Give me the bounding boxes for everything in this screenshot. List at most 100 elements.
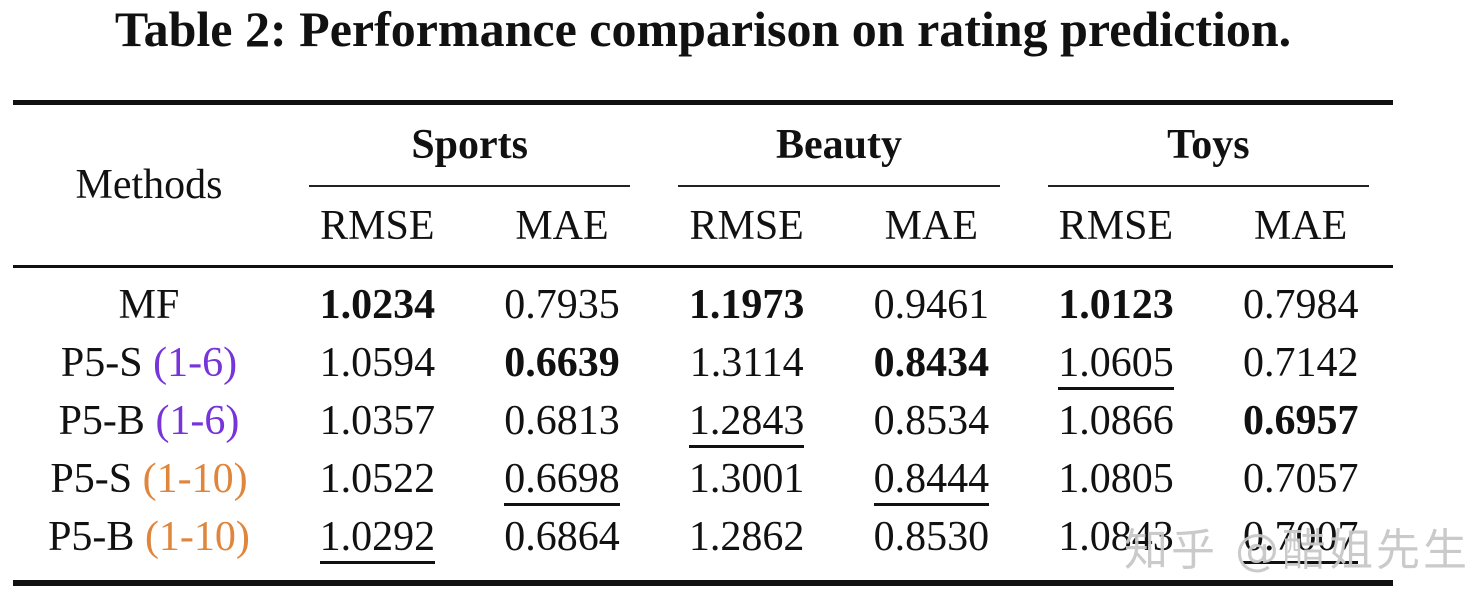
- metric-value: 1.0605: [1058, 340, 1174, 390]
- metric-cell: 1.2862: [654, 513, 839, 561]
- method-range: (1-6): [153, 340, 238, 386]
- subheader-toys-rmse: RMSE: [1058, 203, 1174, 249]
- table-row-p5s-110: P5-S (1-10) 1.0522 0.6698 1.3001 0.8444 …: [13, 450, 1393, 508]
- group-label-toys: Toys: [1167, 122, 1250, 168]
- method-label: P5-B (1-10): [13, 513, 285, 561]
- metric-cell: 1.3114: [654, 339, 839, 387]
- metric-cell: 1.0357: [285, 397, 470, 445]
- metric-value: 1.3001: [688, 456, 805, 502]
- methods-header-cell: Methods: [75, 162, 223, 208]
- metric-value: 1.0123: [1058, 282, 1174, 328]
- method-name: P5-B: [48, 514, 135, 560]
- subheader-toys-mae: MAE: [1253, 203, 1348, 249]
- metric-cell: 0.6957: [1208, 397, 1393, 445]
- table-row-p5b-16: P5-B (1-6) 1.0357 0.6813 1.2843 0.8534 1…: [13, 392, 1393, 450]
- metric-cell: 0.6864: [470, 513, 655, 561]
- metric-cell: 0.6639: [470, 339, 655, 387]
- metric-value: 1.0292: [319, 514, 436, 564]
- table-header: Methods Sports RMSE MAE Beauty RMSE MAE …: [13, 105, 1393, 265]
- metric-value: 0.6957: [1242, 398, 1359, 444]
- metric-cell: 0.9461: [839, 281, 1024, 329]
- metric-cell: 1.0843: [1024, 513, 1209, 561]
- metric-cell: 1.0866: [1024, 397, 1209, 445]
- metric-cell: 1.0605: [1024, 339, 1209, 390]
- metric-value: 0.7057: [1242, 456, 1359, 502]
- group-label-sports: Sports: [411, 122, 529, 168]
- cmidrule-sports: [309, 185, 631, 187]
- metric-cell: 0.8530: [839, 513, 1024, 561]
- metric-value: 1.3114: [689, 340, 804, 386]
- metric-cell: 1.0292: [285, 513, 470, 564]
- metric-value: 0.8434: [873, 340, 990, 386]
- metric-value: 1.0234: [319, 282, 436, 328]
- metric-cell: 1.0522: [285, 455, 470, 503]
- metric-value: 0.7984: [1242, 282, 1359, 328]
- metric-value: 0.6698: [504, 456, 620, 506]
- metric-value: 0.7007: [1242, 514, 1359, 564]
- metric-value: 1.0357: [319, 398, 436, 444]
- table-row-p5b-110: P5-B (1-10) 1.0292 0.6864 1.2862 0.8530 …: [13, 508, 1393, 566]
- metric-cell: 0.6698: [470, 455, 655, 506]
- metric-value: 0.6813: [504, 398, 620, 444]
- group-toys: Toys RMSE MAE: [1024, 105, 1393, 265]
- method-name: P5-S: [50, 456, 133, 502]
- metric-value: 0.6639: [504, 340, 620, 386]
- metric-cell: 0.8434: [839, 339, 1024, 387]
- subheader-beauty-mae: MAE: [884, 203, 978, 249]
- metric-value: 1.1973: [688, 282, 805, 328]
- metric-cell: 1.0234: [285, 281, 470, 329]
- metric-cell: 1.2843: [654, 397, 839, 448]
- group-headers: Sports RMSE MAE Beauty RMSE MAE Toys: [285, 105, 1393, 265]
- subheader-sports-mae: MAE: [515, 203, 609, 249]
- subheader-sports-rmse: RMSE: [320, 203, 435, 249]
- metric-value: 0.8534: [873, 398, 990, 444]
- metric-value: 1.0805: [1058, 456, 1174, 502]
- metric-cell: 0.7007: [1208, 513, 1393, 564]
- metric-value: 0.7142: [1242, 340, 1359, 386]
- metric-value: 1.0866: [1058, 398, 1174, 444]
- method-range: (1-10): [142, 456, 248, 502]
- metric-value: 0.8444: [873, 456, 990, 506]
- metric-cell: 0.8534: [839, 397, 1024, 445]
- method-label: MF: [13, 281, 285, 329]
- method-label: P5-S (1-6): [13, 339, 285, 387]
- metric-cell: 0.7935: [470, 281, 655, 329]
- metric-cell: 1.1973: [654, 281, 839, 329]
- metric-cell: 0.8444: [839, 455, 1024, 506]
- metric-value: 0.9461: [873, 282, 990, 328]
- metric-value: 1.0594: [319, 340, 436, 386]
- metric-value: 1.2843: [688, 398, 805, 448]
- results-table: Methods Sports RMSE MAE Beauty RMSE MAE …: [13, 100, 1393, 586]
- method-range: (1-6): [155, 398, 240, 444]
- metric-value: 1.0843: [1058, 514, 1174, 560]
- metric-value: 0.7935: [504, 282, 620, 328]
- table-body: MF 1.0234 0.7935 1.1973 0.9461 1.0123 0.…: [13, 265, 1393, 586]
- method-label: P5-S (1-10): [13, 455, 285, 503]
- method-name: P5-B: [58, 398, 145, 444]
- subheader-beauty-rmse: RMSE: [689, 203, 804, 249]
- metric-value: 1.2862: [688, 514, 805, 560]
- metric-cell: 1.3001: [654, 455, 839, 503]
- metric-cell: 1.0594: [285, 339, 470, 387]
- metric-cell: 0.7142: [1208, 339, 1393, 387]
- metric-value: 0.8530: [873, 514, 990, 560]
- metric-cell: 0.7984: [1208, 281, 1393, 329]
- method-name: MF: [118, 282, 180, 328]
- table-caption: Table 2: Performance comparison on ratin…: [114, 1, 1292, 57]
- metric-value: 1.0522: [319, 456, 436, 502]
- method-range: (1-10): [144, 514, 250, 560]
- metric-cell: 1.0805: [1024, 455, 1209, 503]
- metric-cell: 0.6813: [470, 397, 655, 445]
- cmidrule-toys: [1047, 185, 1369, 187]
- method-name: P5-S: [60, 340, 143, 386]
- table-row-mf: MF 1.0234 0.7935 1.1973 0.9461 1.0123 0.…: [13, 276, 1393, 334]
- metric-cell: 0.7057: [1208, 455, 1393, 503]
- group-label-beauty: Beauty: [775, 122, 902, 168]
- metric-cell: 1.0123: [1024, 281, 1209, 329]
- group-sports: Sports RMSE MAE: [285, 105, 654, 265]
- table-row-p5s-16: P5-S (1-6) 1.0594 0.6639 1.3114 0.8434 1…: [13, 334, 1393, 392]
- cmidrule-beauty: [678, 185, 1000, 187]
- method-label: P5-B (1-6): [13, 397, 285, 445]
- metric-value: 0.6864: [504, 514, 620, 560]
